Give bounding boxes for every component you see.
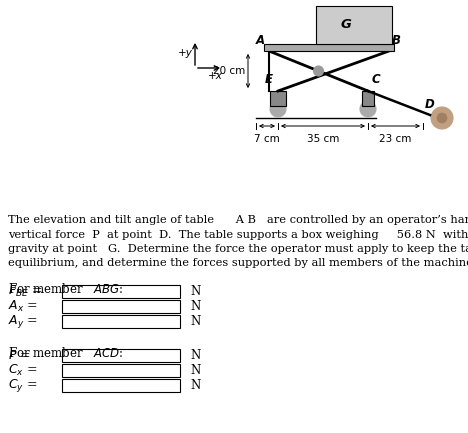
- Bar: [62, 349, 180, 362]
- Bar: [264, 44, 394, 51]
- Text: N: N: [190, 364, 200, 377]
- Text: D: D: [425, 98, 435, 112]
- Bar: [62, 285, 180, 298]
- Text: N: N: [190, 349, 200, 362]
- Text: gravity at point   G.  Determine the force the operator must apply to keep the t: gravity at point G. Determine the force …: [8, 244, 468, 254]
- Text: 23 cm: 23 cm: [379, 134, 411, 144]
- Text: $C_y$ =: $C_y$ =: [8, 377, 37, 394]
- Circle shape: [270, 101, 286, 117]
- Text: $C_x$ =: $C_x$ =: [8, 363, 37, 378]
- Text: N: N: [190, 379, 200, 392]
- Bar: [62, 364, 180, 377]
- Text: +y: +y: [177, 48, 192, 58]
- Text: vertical force  P  at point  D.  The table supports a box weighing     56.8 N  w: vertical force P at point D. The table s…: [8, 229, 468, 239]
- Text: C: C: [372, 73, 380, 86]
- Text: 35 cm: 35 cm: [307, 134, 339, 144]
- Text: N: N: [190, 315, 200, 328]
- Circle shape: [314, 66, 323, 76]
- Text: E: E: [265, 73, 273, 86]
- Text: equilibrium, and determine the forces supported by all members of the machine.: equilibrium, and determine the forces su…: [8, 259, 468, 268]
- Circle shape: [431, 107, 453, 129]
- Text: G: G: [341, 19, 351, 32]
- Text: N: N: [190, 300, 200, 313]
- Text: +x: +x: [208, 71, 222, 81]
- Bar: [62, 315, 180, 328]
- Circle shape: [360, 101, 376, 117]
- Text: For member   $ABG$:: For member $ABG$:: [8, 282, 123, 296]
- Text: $F_{BE}$ =: $F_{BE}$ =: [8, 284, 42, 299]
- Bar: [270, 91, 286, 106]
- Circle shape: [437, 113, 447, 123]
- Text: For member   $ACD$:: For member $ACD$:: [8, 346, 123, 360]
- Text: The elevation and tilt angle of table      A B   are controlled by an operator’s: The elevation and tilt angle of table A …: [8, 215, 468, 225]
- Text: A: A: [256, 35, 265, 48]
- Bar: [62, 300, 180, 313]
- Text: N: N: [190, 285, 200, 298]
- Text: $P$ =: $P$ =: [8, 349, 31, 362]
- Text: B: B: [392, 35, 401, 48]
- Bar: [316, 6, 392, 44]
- Text: $A_x$ =: $A_x$ =: [8, 299, 38, 314]
- Bar: [62, 379, 180, 392]
- Text: 20 cm: 20 cm: [213, 66, 245, 76]
- Text: $A_y$ =: $A_y$ =: [8, 313, 38, 330]
- Text: 7 cm: 7 cm: [254, 134, 280, 144]
- Bar: [362, 91, 374, 106]
